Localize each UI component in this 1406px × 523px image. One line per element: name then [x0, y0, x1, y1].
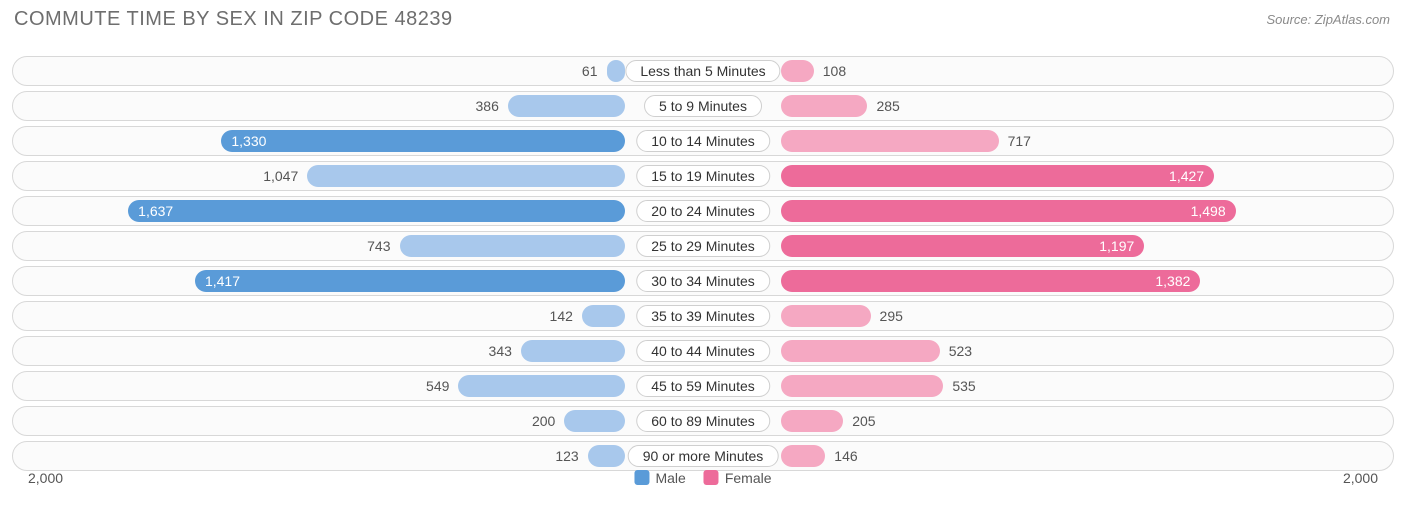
- chart-row: 1,637 1,498 20 to 24 Minutes: [12, 196, 1394, 226]
- value-male: 1,417: [205, 273, 240, 289]
- chart-row: 343 523 40 to 44 Minutes: [12, 336, 1394, 366]
- bar-male: 1,417: [195, 270, 625, 292]
- value-male: 1,047: [263, 168, 298, 184]
- bar-male: [582, 305, 625, 327]
- bar-male: [508, 95, 625, 117]
- bar-female: [781, 375, 943, 397]
- value-male: 142: [550, 308, 573, 324]
- legend-label: Male: [655, 470, 685, 486]
- bar-male: 1,330: [221, 130, 625, 152]
- bar-female: [781, 60, 814, 82]
- chart-row: 142 295 35 to 39 Minutes: [12, 301, 1394, 331]
- diverging-bar-chart: 61 108 Less than 5 Minutes 386 285 5 to 9 Min…: [12, 56, 1394, 476]
- chart-row: 200 205 60 to 89 Minutes: [12, 406, 1394, 436]
- value-male: 386: [476, 98, 499, 114]
- bar-male: [400, 235, 626, 257]
- value-male: 549: [426, 378, 449, 394]
- value-male: 200: [532, 413, 555, 429]
- value-female: 1,498: [1191, 203, 1226, 219]
- category-label: 5 to 9 Minutes: [644, 95, 762, 117]
- legend-item-female: Female: [704, 470, 772, 486]
- category-label: 45 to 59 Minutes: [636, 375, 770, 397]
- bar-female: [781, 305, 871, 327]
- bar-female: 1,382: [781, 270, 1200, 292]
- bar-male: [588, 445, 625, 467]
- value-female: 717: [1008, 133, 1031, 149]
- bar-male: 1,637: [128, 200, 625, 222]
- bar-male: [607, 60, 626, 82]
- value-male: 1,330: [231, 133, 266, 149]
- legend: Male Female: [634, 470, 771, 486]
- chart-row: 61 108 Less than 5 Minutes: [12, 56, 1394, 86]
- value-male: 1,637: [138, 203, 173, 219]
- source-attribution: Source: ZipAtlas.com: [1266, 12, 1390, 27]
- value-female: 295: [880, 308, 903, 324]
- value-female: 146: [834, 448, 857, 464]
- category-label: 60 to 89 Minutes: [636, 410, 770, 432]
- bar-female: 1,427: [781, 165, 1214, 187]
- bar-female: [781, 410, 843, 432]
- category-label: 10 to 14 Minutes: [636, 130, 770, 152]
- chart-row: 1,197 743 25 to 29 Minutes: [12, 231, 1394, 261]
- chart-row: 1,417 1,382 30 to 34 Minutes: [12, 266, 1394, 296]
- value-male: 61: [582, 63, 598, 79]
- swatch-icon: [704, 470, 719, 485]
- value-male: 743: [367, 238, 390, 254]
- category-label: Less than 5 Minutes: [625, 60, 780, 82]
- bar-female: [781, 445, 825, 467]
- category-label: 40 to 44 Minutes: [636, 340, 770, 362]
- bar-female: [781, 340, 940, 362]
- bar-female: 1,498: [781, 200, 1236, 222]
- category-label: 20 to 24 Minutes: [636, 200, 770, 222]
- chart-row: 123 146 90 or more Minutes: [12, 441, 1394, 471]
- bar-female: 1,197: [781, 235, 1144, 257]
- value-male: 123: [555, 448, 578, 464]
- category-label: 30 to 34 Minutes: [636, 270, 770, 292]
- bar-male: [458, 375, 625, 397]
- value-female: 205: [852, 413, 875, 429]
- chart-row: 549 535 45 to 59 Minutes: [12, 371, 1394, 401]
- axis-max-left: 2,000: [28, 470, 63, 486]
- axis-max-right: 2,000: [1343, 470, 1378, 486]
- bar-male: [564, 410, 625, 432]
- chart-title: COMMUTE TIME BY SEX IN ZIP CODE 48239: [14, 8, 453, 31]
- value-female: 1,197: [1099, 238, 1134, 254]
- value-female: 285: [876, 98, 899, 114]
- category-label: 90 or more Minutes: [628, 445, 779, 467]
- chart-row: 1,330 717 10 to 14 Minutes: [12, 126, 1394, 156]
- bar-female: [781, 130, 999, 152]
- bar-female: [781, 95, 867, 117]
- bar-male: [307, 165, 625, 187]
- value-female: 108: [823, 63, 846, 79]
- bar-male: [521, 340, 625, 362]
- chart-row: 1,427 1,047 15 to 19 Minutes: [12, 161, 1394, 191]
- value-female: 1,427: [1169, 168, 1204, 184]
- value-male: 343: [489, 343, 512, 359]
- value-female: 1,382: [1155, 273, 1190, 289]
- category-label: 25 to 29 Minutes: [636, 235, 770, 257]
- legend-label: Female: [725, 470, 772, 486]
- category-label: 15 to 19 Minutes: [636, 165, 770, 187]
- legend-item-male: Male: [634, 470, 685, 486]
- chart-row: 386 285 5 to 9 Minutes: [12, 91, 1394, 121]
- swatch-icon: [634, 470, 649, 485]
- value-female: 535: [952, 378, 975, 394]
- value-female: 523: [949, 343, 972, 359]
- category-label: 35 to 39 Minutes: [636, 305, 770, 327]
